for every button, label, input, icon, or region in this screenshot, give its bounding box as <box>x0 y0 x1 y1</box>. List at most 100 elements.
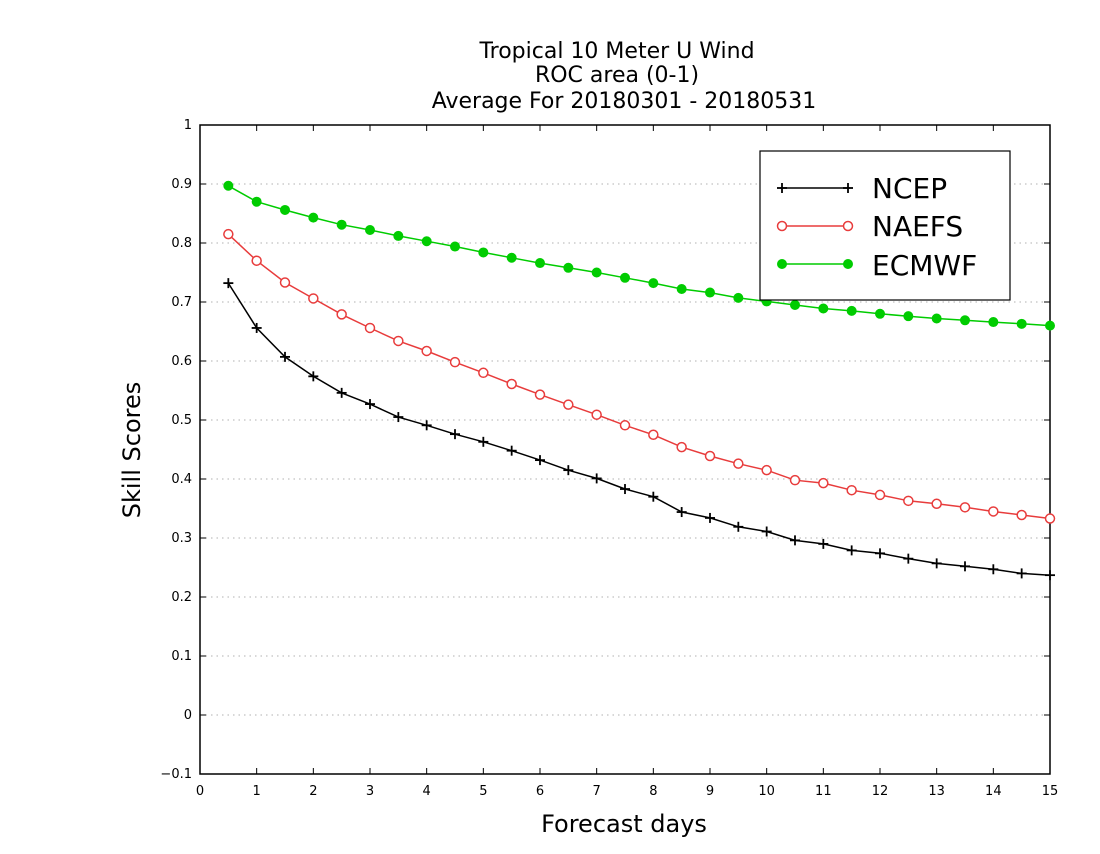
grid-layer <box>200 183 1050 716</box>
y-tick-label: −0.1 <box>160 767 192 782</box>
point-ncep <box>733 521 744 532</box>
point-ncep <box>1016 568 1027 579</box>
point-ncep <box>1045 570 1055 581</box>
point-ncep <box>365 399 375 410</box>
point-ncep <box>308 371 319 382</box>
x-tick-label: 4 <box>423 784 431 799</box>
point-ncep <box>421 420 432 431</box>
point-ncep <box>931 558 942 569</box>
y-tick-label: 0.7 <box>171 295 192 310</box>
point-ncep <box>846 545 857 556</box>
x-tick-label: 15 <box>1042 784 1059 799</box>
point-ecmwf <box>450 241 460 252</box>
legend-marker-ecmwf <box>777 259 787 269</box>
point-ncep <box>676 507 687 518</box>
legend-item-ecmwf: ECMWF <box>777 249 977 282</box>
point-naefs <box>818 477 829 489</box>
x-tick-label: 13 <box>928 784 945 799</box>
y-tick-label: 0.9 <box>171 177 192 192</box>
point-ecmwf <box>591 267 602 278</box>
point-ecmwf <box>903 311 914 322</box>
x-tick-label: 7 <box>593 784 601 799</box>
point-naefs <box>1016 509 1027 521</box>
point-ecmwf <box>1045 320 1055 331</box>
point-naefs <box>336 309 347 320</box>
plot-frame <box>199 124 1051 775</box>
x-tick-label: 0 <box>196 784 204 799</box>
point-ecmwf <box>365 225 375 236</box>
y-tick-label: 0 <box>184 708 192 723</box>
series-naefs <box>223 228 1056 524</box>
series-line-ncep <box>227 282 1051 576</box>
point-naefs <box>903 495 914 507</box>
point-naefs <box>619 420 631 431</box>
point-naefs <box>591 409 602 420</box>
point-naefs <box>648 429 659 440</box>
legend-marker-naefs <box>842 220 854 232</box>
legend-marker-ncep <box>843 183 853 193</box>
point-ecmwf <box>931 313 942 324</box>
legend-ncep-sample <box>777 183 853 193</box>
legend-marker-ncep <box>777 183 787 193</box>
y-tick-label: 0.4 <box>171 472 192 487</box>
series-layer <box>223 180 1056 581</box>
x-tick-label: 3 <box>366 784 374 799</box>
point-ecmwf <box>506 252 517 263</box>
point-ncep <box>620 484 630 495</box>
x-axis-title: Forecast days <box>541 810 707 838</box>
point-ecmwf <box>648 278 659 289</box>
legend-marker-naefs <box>776 220 788 232</box>
y-axis-title: Skill Scores <box>118 382 146 519</box>
point-naefs <box>931 498 942 510</box>
point-ecmwf <box>705 287 715 298</box>
point-naefs <box>223 228 234 240</box>
y-tick-label: 0.6 <box>171 354 192 369</box>
point-ecmwf <box>790 299 800 310</box>
chart-title-line-3: Average For 20180301 - 20180531 <box>432 89 817 114</box>
x-tick-label: 14 <box>985 784 1002 799</box>
point-ncep <box>960 561 970 572</box>
legend-marker-ecmwf <box>843 259 853 269</box>
point-ncep <box>563 465 574 476</box>
point-naefs <box>393 335 404 347</box>
legend-ecmwf-label: ECMWF <box>872 249 977 282</box>
point-ncep <box>705 512 715 523</box>
legend: NCEP NAEFS ECMWF <box>759 150 1011 301</box>
x-tick-label: 10 <box>758 784 775 799</box>
point-naefs <box>478 367 489 379</box>
y-tick-label: 0.1 <box>171 649 192 664</box>
point-naefs <box>789 474 801 486</box>
point-ecmwf <box>733 292 744 303</box>
point-naefs <box>279 277 291 288</box>
x-tick-label: 8 <box>649 784 657 799</box>
point-ecmwf <box>875 308 885 319</box>
point-ncep <box>988 564 999 575</box>
y-tick-label: 0.8 <box>171 236 192 251</box>
point-ncep <box>223 278 234 289</box>
point-naefs <box>1044 513 1056 524</box>
point-ncep <box>790 535 800 546</box>
point-ecmwf <box>478 247 489 258</box>
y-tick-label: 0.5 <box>171 413 192 428</box>
point-ecmwf <box>421 236 432 247</box>
point-naefs <box>874 489 886 501</box>
point-ncep <box>478 436 489 447</box>
x-tick-label: 11 <box>815 784 832 799</box>
point-ncep <box>251 322 262 333</box>
point-ncep <box>280 351 290 362</box>
legend-ecmwf-sample <box>777 259 853 269</box>
point-naefs <box>563 399 574 410</box>
point-naefs <box>364 322 376 334</box>
legend-item-ncep: NCEP <box>777 172 947 205</box>
point-ncep <box>450 429 460 440</box>
legend-item-naefs: NAEFS <box>776 210 963 243</box>
x-tick-label: 9 <box>706 784 714 799</box>
x-tick-label: 5 <box>479 784 487 799</box>
series-ncep <box>223 278 1055 581</box>
point-ncep <box>818 538 829 549</box>
point-ecmwf <box>988 317 999 328</box>
point-ncep <box>535 455 545 466</box>
point-ncep <box>506 445 517 456</box>
